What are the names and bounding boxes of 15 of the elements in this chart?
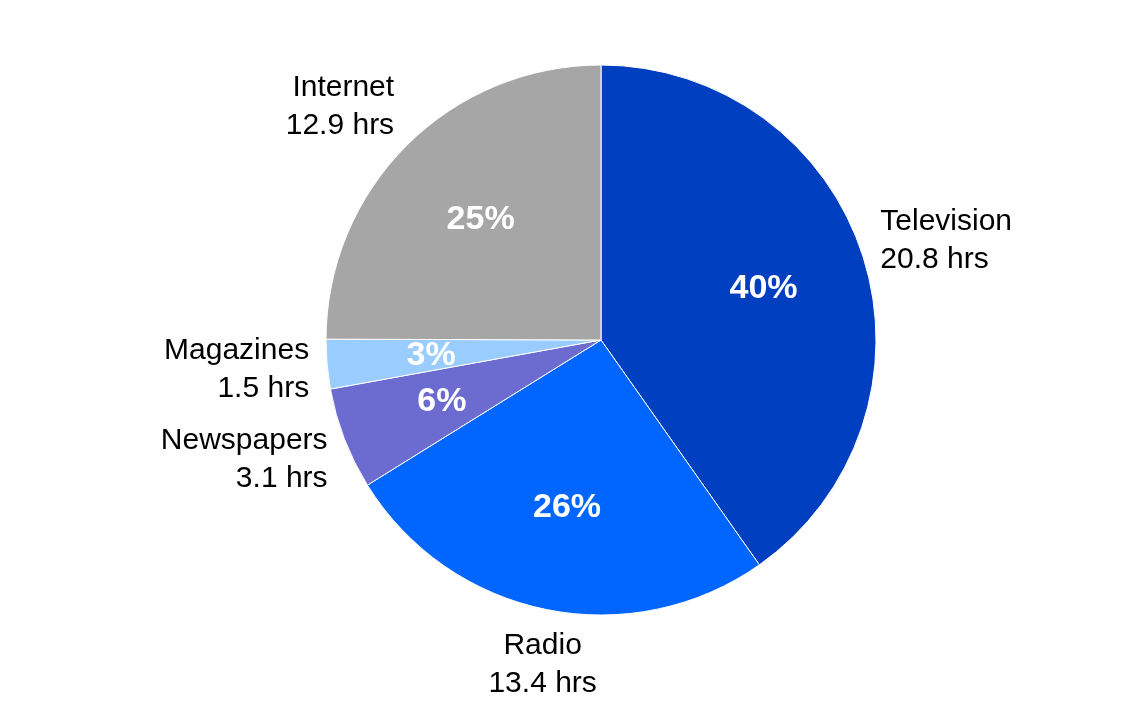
data-label: 3.1 hrs — [235, 459, 328, 493]
slice-label: Radio — [503, 627, 582, 661]
slice-label: Newspapers — [160, 421, 328, 455]
text: 26% — [533, 486, 602, 525]
text: 40% — [729, 267, 798, 306]
data-label: 20.8 hrs — [880, 241, 989, 275]
data-label: 13.4 hrs — [488, 665, 597, 699]
slice-label: Internet — [292, 68, 395, 102]
slice-label: Magazines — [164, 332, 310, 366]
text: 3% — [406, 334, 456, 372]
data-label: 1.5 hrs — [217, 370, 310, 404]
slice-label: Television — [880, 203, 1013, 237]
text: 25% — [446, 198, 515, 237]
data-label: 12.9 hrs — [285, 106, 395, 140]
text: 6% — [417, 380, 467, 419]
